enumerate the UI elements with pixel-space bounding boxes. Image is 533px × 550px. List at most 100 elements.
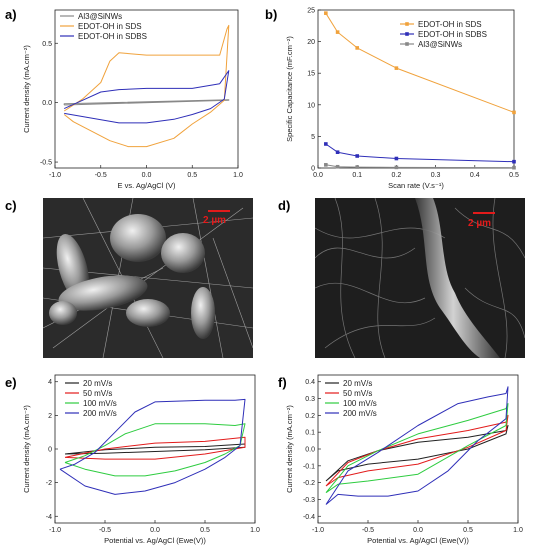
series-line-al3-sinws xyxy=(325,164,515,169)
y-tick-label: 0.0 xyxy=(42,100,52,107)
y-tick-label: 0.5 xyxy=(42,41,52,48)
data-point xyxy=(335,164,340,169)
chart-e: -1.0 -0.5 0.0 0.5 1.0 -4 -2 0 2 4 Potential vs. Ag… xyxy=(22,374,260,545)
data-point xyxy=(335,30,340,34)
y-axis-label: Current density (mA.cm⁻²) xyxy=(22,405,31,493)
scale-label-c: 2 µm xyxy=(203,215,226,226)
x-tick-label: 0.5 xyxy=(509,172,519,179)
x-tick-label: 1.0 xyxy=(250,527,260,534)
panel-label-b: b) xyxy=(265,7,277,22)
data-point xyxy=(355,46,359,50)
legend-label: 200 mV/s xyxy=(343,409,377,418)
y-tick-label: 10 xyxy=(307,102,315,109)
x-tick-label: 0.0 xyxy=(413,527,423,534)
x-tick-label: 0.5 xyxy=(200,527,210,534)
legend-marker xyxy=(405,42,409,46)
y-axis-label: Current density (mA.cm⁻²) xyxy=(22,45,31,133)
y-tick-label: 0.1 xyxy=(305,430,315,437)
series-line-100-mv-s xyxy=(325,403,509,494)
y-tick-label: 0.4 xyxy=(305,379,315,386)
x-tick-label: 0.4 xyxy=(470,172,480,179)
sem-texture-d xyxy=(315,198,525,358)
data-point xyxy=(512,165,516,170)
plot-frame xyxy=(317,9,515,169)
x-tick-label: -0.5 xyxy=(362,527,374,534)
y-tick-label: -0.3 xyxy=(303,497,315,504)
data-point xyxy=(394,156,399,161)
legend-label: EDOT-OH in SDBS xyxy=(78,32,147,41)
data-point xyxy=(335,150,340,154)
x-axis-label: Potential vs. Ag/AgCl (Ewe(V)) xyxy=(367,536,469,545)
panel-label-a: a) xyxy=(5,7,17,22)
legend-label: EDOT-OH in SDS xyxy=(78,22,142,31)
data-point xyxy=(324,142,328,146)
y-tick-label: 0.2 xyxy=(305,413,315,420)
series-line-50-mv-s xyxy=(64,436,246,460)
legend-label: EDOT-OH in SDS xyxy=(418,20,482,29)
y-axis-label: Current density (mA.cm⁻²) xyxy=(285,405,294,493)
data-point xyxy=(394,66,399,70)
sem-image-c: 2 µm xyxy=(43,198,253,358)
y-tick-label: -2 xyxy=(46,480,52,487)
x-tick-label: -1.0 xyxy=(49,527,61,534)
legend-label: 20 mV/s xyxy=(83,379,112,388)
legend-marker xyxy=(405,22,409,26)
chart-a: -1.0 -0.5 0.0 0.5 1.0 -0.5 0.0 0.5 E vs. Ag/AgCl… xyxy=(22,9,243,190)
legend-label: 50 mV/s xyxy=(83,389,112,398)
x-axis-label: Potential vs. Ag/AgCl (Ewe(V)) xyxy=(104,536,206,545)
x-tick-label: -1.0 xyxy=(312,527,324,534)
sem-texture-c xyxy=(43,198,253,358)
y-tick-label: 0.3 xyxy=(305,396,315,403)
x-tick-label: 0.0 xyxy=(150,527,160,534)
series-line-edot-oh-in-sdbs xyxy=(63,70,230,124)
x-tick-label: 0.2 xyxy=(392,172,402,179)
y-tick-label: -0.1 xyxy=(303,463,315,470)
y-tick-label: 0 xyxy=(48,447,52,454)
x-tick-label: 0.5 xyxy=(463,527,473,534)
y-tick-label: -4 xyxy=(46,514,52,521)
y-tick-label: -0.5 xyxy=(40,160,52,167)
series-line-al3-sinws xyxy=(63,99,230,106)
legend-label: 100 mV/s xyxy=(343,399,377,408)
data-point xyxy=(355,154,359,158)
data-point xyxy=(512,159,516,164)
y-tick-label: 20 xyxy=(307,39,315,46)
scale-bar-d xyxy=(473,212,495,214)
y-tick-label: 25 xyxy=(307,8,315,15)
series-line-200-mv-s xyxy=(59,398,246,495)
legend-label: 50 mV/s xyxy=(343,389,372,398)
charts-layer: -1.0 -0.5 0.0 0.5 1.0 -0.5 0.0 0.5 E vs. Ag/AgCl… xyxy=(22,8,523,546)
x-tick-label: -0.5 xyxy=(95,172,107,179)
y-tick-label: 0 xyxy=(311,166,315,173)
legend-label: 200 mV/s xyxy=(83,409,117,418)
panel-label-e: e) xyxy=(5,375,17,390)
x-tick-label: 1.0 xyxy=(513,527,523,534)
y-tick-label: 15 xyxy=(307,71,315,78)
legend-label: Al3@SiNWs xyxy=(418,40,462,49)
x-tick-label: -1.0 xyxy=(49,172,61,179)
data-point xyxy=(324,163,328,167)
series-line-edot-oh-in-sdbs xyxy=(325,143,515,163)
y-tick-label: -0.4 xyxy=(303,514,315,521)
y-axis-label: Specific Capacitance (mF.cm⁻²) xyxy=(285,36,294,142)
x-axis-label: E vs. Ag/AgCl (V) xyxy=(118,181,176,190)
data-point xyxy=(394,165,399,170)
chart-f: -1.0 -0.5 0.0 0.5 1.0 -0.4 -0.3 -0.2 -0.1 0.0 0.1 0… xyxy=(285,374,523,545)
y-tick-label: 2 xyxy=(48,413,52,420)
x-tick-label: -0.5 xyxy=(99,527,111,534)
y-tick-label: 5 xyxy=(311,134,315,141)
series-line-100-mv-s xyxy=(64,423,246,477)
chart-b: 0.0 0.1 0.2 0.3 0.4 0.5 0 5 10 15 20 25 Scan rate (V… xyxy=(285,8,519,191)
legend-marker xyxy=(405,32,409,36)
series-line-200-mv-s xyxy=(325,386,509,505)
data-point xyxy=(324,11,328,15)
panel-label-c: c) xyxy=(5,198,17,213)
x-tick-label: 1.0 xyxy=(233,172,243,179)
legend-label: Al3@SiNWs xyxy=(78,12,122,21)
legend-label: 20 mV/s xyxy=(343,379,372,388)
legend-label: 100 mV/s xyxy=(83,399,117,408)
x-tick-label: 0.0 xyxy=(313,172,323,179)
panel-label-f: f) xyxy=(278,375,287,390)
sem-image-d: 2 µm xyxy=(315,198,525,358)
